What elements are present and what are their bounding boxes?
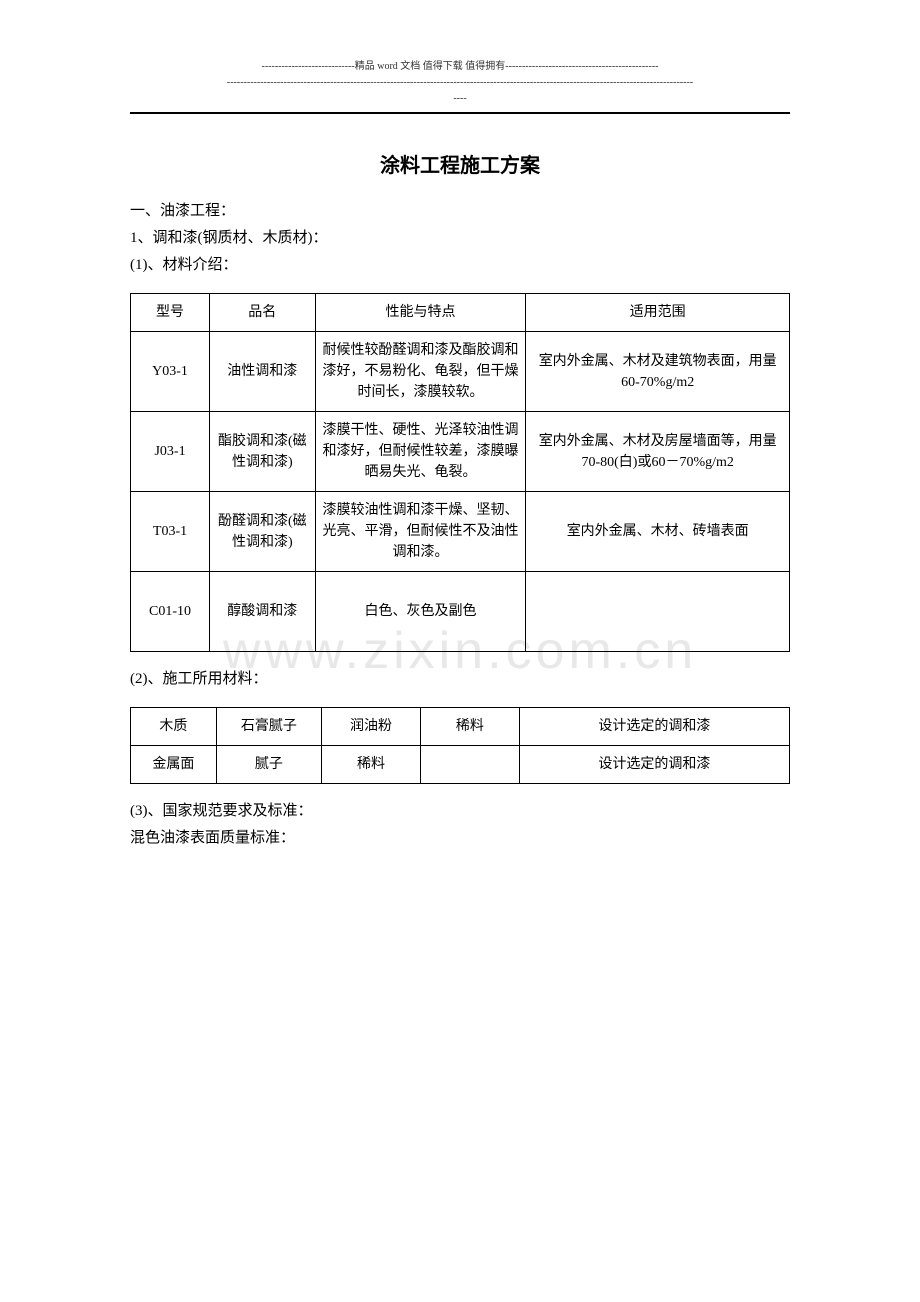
construction-materials-table: 木质 石膏腻子 润油粉 稀料 设计选定的调和漆 金属面 腻子 稀料 设计选定的调… bbox=[130, 707, 790, 784]
table-header-cell: 品名 bbox=[210, 294, 315, 332]
table-row: 木质 石膏腻子 润油粉 稀料 设计选定的调和漆 bbox=[131, 708, 790, 746]
table-row: C01-10 醇酸调和漆 白色、灰色及副色 bbox=[131, 572, 790, 652]
header-line-1: ----------------------------精品 word 文档 值… bbox=[130, 60, 790, 74]
section3-sub1-3: (3)、国家规范要求及标准： bbox=[130, 798, 790, 825]
table-cell: 金属面 bbox=[131, 746, 217, 784]
table-cell-scope: 室内外金属、木材及建筑物表面，用量60-70%g/m2 bbox=[526, 332, 790, 412]
table-row: J03-1 酯胶调和漆(磁性调和漆) 漆膜干性、硬性、光泽较油性调和漆好，但耐候… bbox=[131, 412, 790, 492]
table-cell-name: 醇酸调和漆 bbox=[210, 572, 315, 652]
header-underline bbox=[130, 112, 790, 114]
section1-heading: 一、油漆工程： bbox=[130, 198, 790, 225]
table-cell-model: J03-1 bbox=[131, 412, 210, 492]
table-cell: 设计选定的调和漆 bbox=[519, 746, 789, 784]
header-line-2: ----------------------------------------… bbox=[130, 76, 790, 90]
table-cell bbox=[420, 746, 519, 784]
table-cell: 稀料 bbox=[322, 746, 421, 784]
material-intro-table: 型号 品名 性能与特点 适用范围 Y03-1 油性调和漆 耐候性较酚醛调和漆及酯… bbox=[130, 293, 790, 652]
table-cell-model: C01-10 bbox=[131, 572, 210, 652]
table-cell-model: Y03-1 bbox=[131, 332, 210, 412]
table-row: 金属面 腻子 稀料 设计选定的调和漆 bbox=[131, 746, 790, 784]
table-cell: 润油粉 bbox=[322, 708, 421, 746]
table-cell-scope: 室内外金属、木材及房屋墙面等，用量70-80(白)或60－70%g/m2 bbox=[526, 412, 790, 492]
table-cell-name: 酚醛调和漆(磁性调和漆) bbox=[210, 492, 315, 572]
table-header-cell: 型号 bbox=[131, 294, 210, 332]
table-cell-features: 白色、灰色及副色 bbox=[315, 572, 526, 652]
table-cell: 腻子 bbox=[216, 746, 321, 784]
table-header-cell: 适用范围 bbox=[526, 294, 790, 332]
page-title: 涂料工程施工方案 bbox=[130, 149, 790, 178]
table-cell: 石膏腻子 bbox=[216, 708, 321, 746]
section1-sub1: 1、调和漆(钢质材、木质材)： bbox=[130, 225, 790, 252]
table-cell-model: T03-1 bbox=[131, 492, 210, 572]
table-row: Y03-1 油性调和漆 耐候性较酚醛调和漆及酯胶调和漆好，不易粉化、龟裂，但干燥… bbox=[131, 332, 790, 412]
table-cell-features: 漆膜干性、硬性、光泽较油性调和漆好，但耐候性较差，漆膜曝晒易失光、龟裂。 bbox=[315, 412, 526, 492]
section2-sub1-2: (2)、施工所用材料： bbox=[130, 666, 790, 693]
table-cell: 稀料 bbox=[420, 708, 519, 746]
table-row: T03-1 酚醛调和漆(磁性调和漆) 漆膜较油性调和漆干燥、坚韧、光亮、平滑，但… bbox=[131, 492, 790, 572]
table-header-row: 型号 品名 性能与特点 适用范围 bbox=[131, 294, 790, 332]
table-cell-features: 漆膜较油性调和漆干燥、坚韧、光亮、平滑，但耐候性不及油性调和漆。 bbox=[315, 492, 526, 572]
table-header-cell: 性能与特点 bbox=[315, 294, 526, 332]
table-cell-scope bbox=[526, 572, 790, 652]
header-line-3: ---- bbox=[130, 92, 790, 106]
table-cell-name: 酯胶调和漆(磁性调和漆) bbox=[210, 412, 315, 492]
table-cell: 木质 bbox=[131, 708, 217, 746]
table-cell-scope: 室内外金属、木材、砖墙表面 bbox=[526, 492, 790, 572]
table-cell-name: 油性调和漆 bbox=[210, 332, 315, 412]
table-cell-features: 耐候性较酚醛调和漆及酯胶调和漆好，不易粉化、龟裂，但干燥时间长，漆膜较软。 bbox=[315, 332, 526, 412]
section3-text: 混色油漆表面质量标准： bbox=[130, 825, 790, 852]
table-cell: 设计选定的调和漆 bbox=[519, 708, 789, 746]
section1-sub1-1: (1)、材料介绍： bbox=[130, 252, 790, 279]
